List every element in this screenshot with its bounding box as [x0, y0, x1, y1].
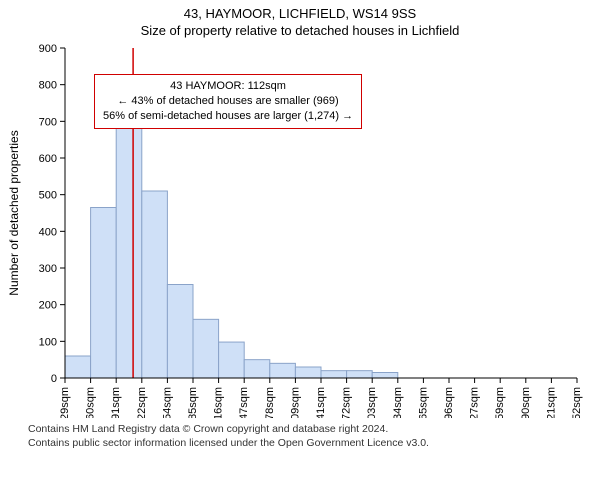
- chart-title-line1: 43, HAYMOOR, LICHFIELD, WS14 9SS: [0, 6, 600, 21]
- callout-line: ← 43% of detached houses are smaller (96…: [103, 94, 353, 109]
- svg-text:341sqm: 341sqm: [315, 387, 327, 418]
- svg-text:527sqm: 527sqm: [469, 387, 481, 418]
- footer-line1: Contains HM Land Registry data © Crown c…: [28, 422, 592, 436]
- svg-text:400: 400: [39, 226, 57, 238]
- chart-area: 0 100 200 300 400 500 600 700 800 900 Number of de…: [0, 38, 600, 418]
- svg-text:300: 300: [39, 263, 57, 275]
- svg-text:0: 0: [51, 373, 57, 385]
- svg-text:200: 200: [39, 300, 57, 312]
- svg-text:122sqm: 122sqm: [136, 387, 148, 418]
- svg-text:29sqm: 29sqm: [59, 387, 71, 418]
- svg-text:652sqm: 652sqm: [571, 387, 583, 418]
- svg-text:800: 800: [39, 80, 57, 92]
- svg-text:60sqm: 60sqm: [85, 387, 97, 418]
- svg-text:100: 100: [39, 336, 57, 348]
- callout-box: 43 HAYMOOR: 112sqm← 43% of detached hous…: [94, 74, 362, 129]
- svg-text:590sqm: 590sqm: [520, 387, 532, 418]
- footer-line2: Contains public sector information licen…: [28, 436, 592, 450]
- svg-text:Number of detached properties: Number of detached properties: [7, 130, 21, 295]
- svg-text:403sqm: 403sqm: [366, 387, 378, 418]
- svg-text:496sqm: 496sqm: [443, 387, 455, 418]
- svg-text:91sqm: 91sqm: [110, 387, 122, 418]
- chart-title-line2: Size of property relative to detached ho…: [0, 23, 600, 38]
- svg-text:278sqm: 278sqm: [264, 387, 276, 418]
- svg-text:600: 600: [39, 153, 57, 165]
- svg-text:500: 500: [39, 190, 57, 202]
- svg-text:700: 700: [39, 116, 57, 128]
- svg-text:247sqm: 247sqm: [238, 387, 250, 418]
- svg-text:434sqm: 434sqm: [392, 387, 404, 418]
- svg-text:621sqm: 621sqm: [545, 387, 557, 418]
- svg-text:372sqm: 372sqm: [341, 387, 353, 418]
- svg-text:559sqm: 559sqm: [494, 387, 506, 418]
- svg-text:154sqm: 154sqm: [161, 387, 173, 418]
- callout-line: 56% of semi-detached houses are larger (…: [103, 109, 353, 124]
- callout-line: 43 HAYMOOR: 112sqm: [103, 79, 353, 94]
- svg-text:216sqm: 216sqm: [213, 387, 225, 418]
- svg-text:900: 900: [39, 43, 57, 55]
- svg-text:185sqm: 185sqm: [187, 387, 199, 418]
- svg-text:309sqm: 309sqm: [289, 387, 301, 418]
- svg-text:465sqm: 465sqm: [417, 387, 429, 418]
